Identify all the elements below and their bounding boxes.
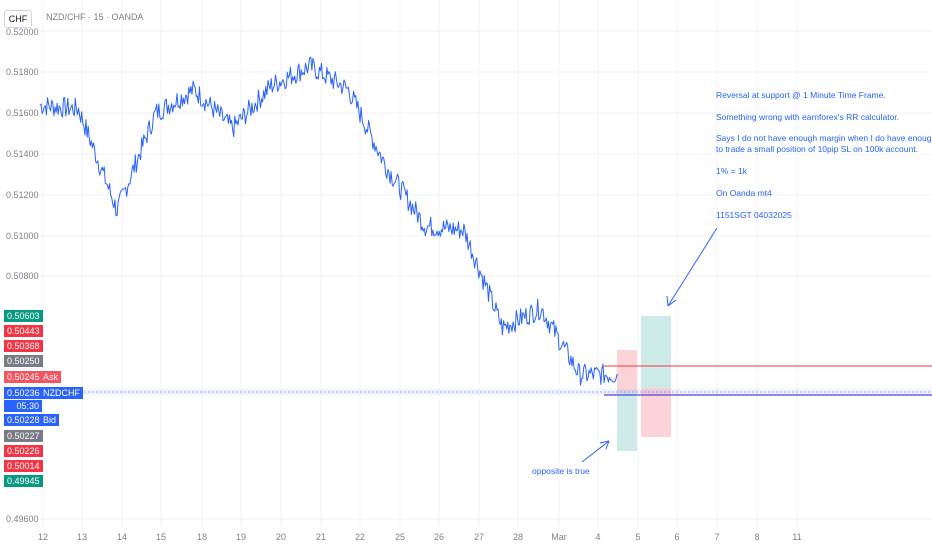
price-label-gray: 0.50250	[4, 355, 43, 367]
symbol-title: NZD/CHF · 15 · OANDA	[46, 12, 144, 22]
price-label-green: 0.49945	[4, 475, 43, 487]
ask-tag: Ask	[40, 371, 62, 383]
annotation-arrowhead-upper	[666, 295, 677, 307]
price-line-series	[39, 56, 619, 386]
x-tick-label: 25	[394, 532, 406, 542]
annotation-bottom-text[interactable]: opposite is true	[532, 466, 590, 476]
y-tick-label: 0.51000	[6, 231, 39, 241]
y-tick-label: 0.52000	[6, 27, 39, 37]
x-tick-label: 26	[433, 532, 445, 542]
symbol-tag: NZDCHF	[40, 387, 83, 399]
x-tick-label: 8	[754, 532, 760, 542]
x-tick-label: 19	[235, 532, 247, 542]
price-label-gray: 0.50227	[4, 430, 43, 442]
x-tick-label: 4	[595, 532, 601, 542]
short-target-zone	[617, 392, 637, 451]
x-tick-label: Mar	[551, 532, 567, 542]
x-tick-label: 21	[315, 532, 327, 542]
x-tick-label: 13	[76, 532, 88, 542]
price-label-red: 0.50368	[4, 340, 43, 352]
price-label-green: 0.50603	[4, 310, 43, 322]
currency-badge[interactable]: CHF	[4, 10, 32, 28]
price-label-red: 0.50226	[4, 445, 43, 457]
x-tick-label: 5	[635, 532, 641, 542]
last-price-label: 0.50236	[4, 387, 43, 399]
annotation-text[interactable]: Something wrong with earnforex's RR calc…	[716, 112, 900, 122]
x-tick-label: 14	[116, 532, 128, 542]
annotation-text[interactable]: 1% = 1k	[716, 166, 747, 176]
x-tick-label: 28	[512, 532, 524, 542]
annotation-text[interactable]: to trade a small position of 10pip SL on…	[716, 144, 918, 154]
x-tick-label: 7	[714, 532, 720, 542]
bid-price-label: 0.50228	[4, 414, 43, 426]
long-target-zone	[641, 316, 671, 388]
x-tick-label: 6	[674, 532, 680, 542]
long-stop-zone	[641, 388, 671, 437]
x-tick-label: 20	[275, 532, 287, 542]
annotation-text[interactable]: On Oanda mt4	[716, 188, 772, 198]
x-tick-label: 22	[354, 532, 366, 542]
y-tick-label: 0.51800	[6, 67, 39, 77]
short-stop-zone	[617, 350, 637, 392]
annotation-text[interactable]: Says I do not have enough margin when I …	[716, 133, 932, 143]
ask-price-label: 0.50245	[4, 371, 43, 383]
x-tick-label: 18	[196, 532, 208, 542]
ask-bid-band	[40, 389, 932, 395]
price-label-red: 0.50443	[4, 325, 43, 337]
y-tick-label: 0.49600	[6, 514, 39, 524]
chart-grid	[40, 0, 932, 526]
bid-tag: Bid	[40, 414, 60, 426]
x-tick-label: 12	[37, 532, 49, 542]
annotation-text[interactable]: 1151SGT 04032025	[716, 210, 792, 220]
x-tick-label: 11	[792, 532, 802, 542]
x-tick-label: 15	[155, 532, 167, 542]
annotation-arrow-lower	[581, 440, 610, 463]
annotation-arrowhead-lower	[599, 440, 610, 450]
bar-countdown: 05:30	[4, 400, 42, 412]
price-label-red: 0.50014	[4, 460, 43, 472]
annotation-arrow-upper	[667, 227, 718, 307]
y-tick-label: 0.51200	[6, 190, 39, 200]
y-tick-label: 0.51400	[6, 149, 39, 159]
y-tick-label: 0.50800	[6, 271, 39, 281]
annotation-text[interactable]: Reversal at support @ 1 Minute Time Fram…	[716, 90, 886, 100]
y-tick-label: 0.51600	[6, 108, 39, 118]
x-tick-label: 27	[473, 532, 485, 542]
